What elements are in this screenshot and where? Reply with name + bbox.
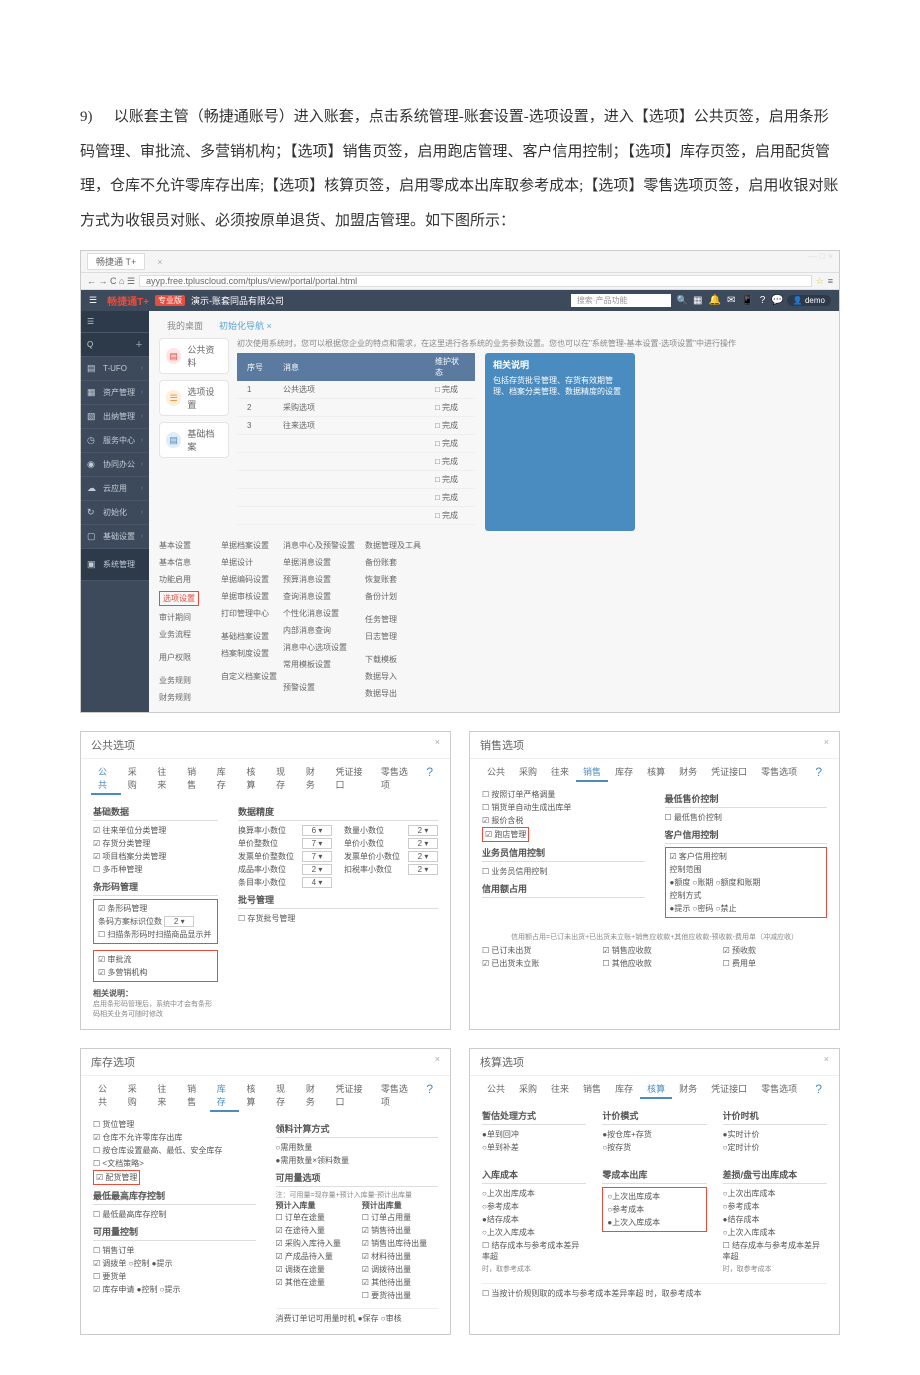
dlg-inventory: 库存选项 × 公共采购往来销售库存核算现存财务凭证接口零售选项? ☐ 货位管理 … (80, 1048, 451, 1335)
user-badge[interactable]: 👤 demo (787, 295, 831, 306)
dlg-sales: 销售选项 × 公共采购往来销售库存核算财务凭证接口零售选项? ☐ 按照订单严格调… (469, 731, 840, 1030)
help-box: 相关说明 包括存货批号管理、存货有效期管理、档案分类管理、数据精度的设置 (485, 353, 635, 531)
instruction-text: 9) 以账套主管（畅捷通账号）进入账套，点击系统管理-账套设置-选项设置，进入【… (80, 100, 840, 238)
dlg-cost: 核算选项 × 公共采购往来销售库存核算财务凭证接口零售选项? 暂估处理方式 ●单… (469, 1048, 840, 1335)
close-icon[interactable]: × (435, 737, 440, 747)
logo: 畅捷通T+ (107, 293, 149, 308)
card-public[interactable]: ▤公共资料 (159, 338, 229, 374)
card-options[interactable]: ☰选项设置 (159, 380, 229, 416)
link-grid: 基本设置基本信息功能启用选项设置审计期间业务流程用户权限业务规则财务规则 单据档… (159, 531, 829, 706)
close-icon[interactable]: × (435, 1054, 440, 1064)
close-icon[interactable]: × (824, 1054, 829, 1064)
card-base[interactable]: ▤基础档案 (159, 422, 229, 458)
browser-tab[interactable]: 畅捷通 T+ (87, 253, 145, 270)
sidebar: ☰ Q＋ ▤T-UFO› ▦资产管理› ▧出纳管理› ◷服务中心› ◉协同办公›… (81, 311, 149, 712)
dlg-public: 公共选项 × 公共采购往来销售库存核算现存财务凭证接口零售选项? 基础数据 ☑ … (80, 731, 451, 1030)
url-input[interactable]: ayyp.free.tpluscloud.com/tplus/view/port… (139, 275, 812, 287)
browser-url-bar: ← → C ⌂ ☰ ayyp.free.tpluscloud.com/tplus… (81, 273, 839, 290)
main-app-screenshot: 畅捷通 T+ × — □ × ← → C ⌂ ☰ ayyp.free.tplus… (80, 250, 840, 713)
browser-tab-bar: 畅捷通 T+ × — □ × (81, 251, 839, 273)
search-input[interactable]: 搜索·产品功能 (571, 294, 671, 307)
close-icon[interactable]: × (824, 737, 829, 747)
task-table: 序号消息维护状态 1公共选项□ 完成 2采购选项□ 完成 3往来选项□ 完成 □… (237, 353, 475, 525)
content-tabs: 我的桌面 初始化导航 × (159, 317, 829, 334)
app-topbar: ☰ 畅捷通T+ 专业版 演示-账套同品有限公司 搜索·产品功能 🔍 ▦🔔✉📱?💬… (81, 290, 839, 311)
